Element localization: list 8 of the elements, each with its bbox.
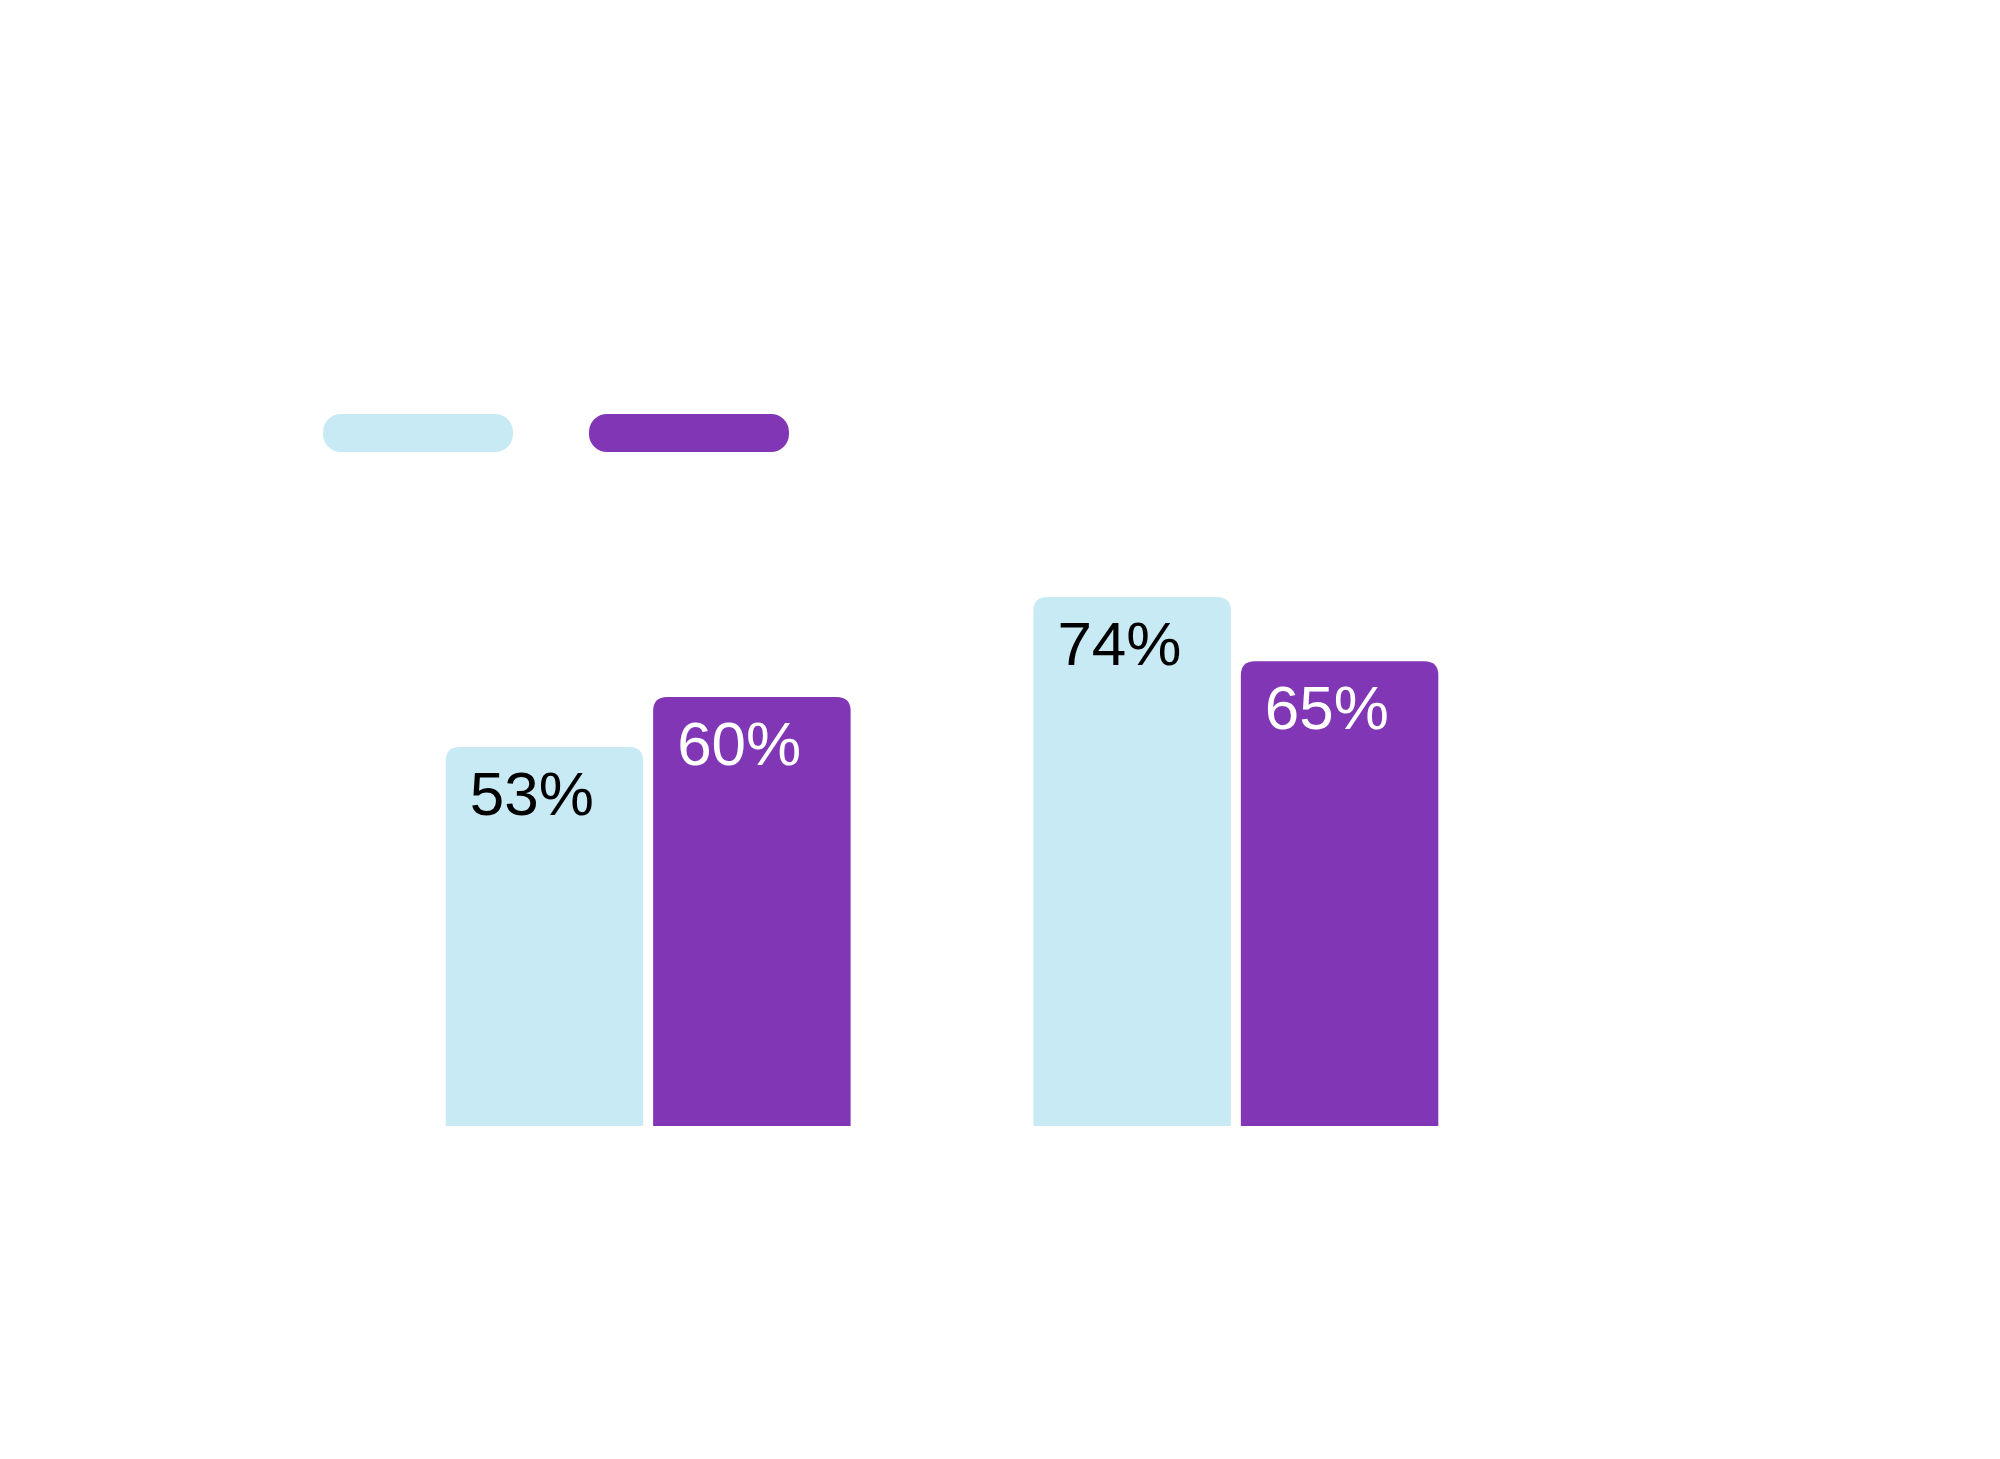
bar: [445, 747, 644, 1126]
data-label: 74%: [1057, 609, 1182, 678]
data-label: 65%: [1264, 673, 1389, 743]
bar: [1240, 661, 1439, 1126]
data-label: 53%: [469, 759, 594, 829]
bar: [653, 697, 851, 1126]
bar: [1033, 597, 1231, 1126]
data-label: 60%: [677, 709, 802, 779]
